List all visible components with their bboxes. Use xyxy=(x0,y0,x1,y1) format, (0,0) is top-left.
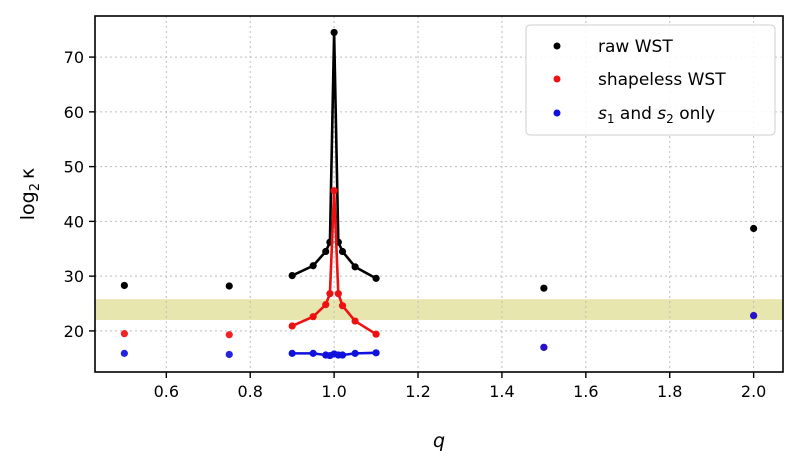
x-tick-label: 2.0 xyxy=(741,382,766,401)
data-point xyxy=(225,331,233,339)
legend-marker-shapeless-wst xyxy=(553,75,561,83)
data-point xyxy=(309,349,317,357)
data-point xyxy=(330,28,338,37)
data-point xyxy=(309,262,317,270)
data-point xyxy=(372,349,380,357)
x-tick-label: 0.6 xyxy=(154,382,179,401)
data-point xyxy=(338,351,347,359)
legend-label-s1-s2-only: s1 and s2 only xyxy=(598,104,715,126)
data-point xyxy=(351,349,359,357)
x-tick-label: 1.2 xyxy=(405,382,430,401)
data-point xyxy=(225,282,233,290)
legend-marker-raw-wst xyxy=(553,42,561,50)
data-point xyxy=(372,274,380,282)
data-point xyxy=(540,284,548,292)
data-point xyxy=(338,302,347,310)
y-tick-label: 20 xyxy=(64,322,84,341)
data-point xyxy=(750,224,758,233)
x-tick-label: 0.8 xyxy=(237,382,262,401)
y-tick-label: 40 xyxy=(64,212,84,231)
y-axis-label-subscript: 2 xyxy=(28,183,43,191)
data-point xyxy=(334,290,342,298)
y-axis-label-symbol: κ xyxy=(17,168,39,179)
data-point xyxy=(338,247,347,256)
legend-label-shapeless-wst: shapeless WST xyxy=(598,70,726,90)
reference-band xyxy=(95,299,783,320)
legend: raw WST shapeless WST s1 and s2 only xyxy=(525,24,776,136)
legend-label-raw-wst: raw WST xyxy=(598,37,673,57)
data-point xyxy=(288,272,296,280)
x-tick-label: 1.4 xyxy=(489,382,514,401)
data-point xyxy=(288,349,296,357)
data-point xyxy=(330,187,338,195)
x-tick-label: 1.6 xyxy=(573,382,598,401)
tick-layer: 0.6 0.8 1.0 1.2 1.4 1.6 1.8 2.0 20 30 40 50 60 70 xyxy=(64,48,767,401)
x-axis-label: q xyxy=(433,430,445,452)
data-point xyxy=(120,281,128,290)
y-tick-label: 60 xyxy=(64,103,84,122)
y-tick-label: 70 xyxy=(64,48,84,67)
data-point xyxy=(322,301,330,309)
legend-box xyxy=(525,24,776,136)
data-point xyxy=(309,313,317,321)
y-tick-label: 50 xyxy=(64,158,84,177)
plot-area xyxy=(95,16,783,372)
y-tick-label: 30 xyxy=(64,267,84,286)
x-tick-label: 1.8 xyxy=(657,382,682,401)
data-point xyxy=(351,263,359,271)
series-0 xyxy=(120,28,758,292)
data-point xyxy=(120,330,128,338)
y-axis-label: log2 κ xyxy=(17,168,43,220)
series-layer xyxy=(120,28,758,360)
plot-frame xyxy=(94,15,784,373)
x-tick-label: 1.0 xyxy=(321,382,346,401)
legend-marker-s1-s2-only xyxy=(553,109,561,117)
data-point xyxy=(120,349,128,357)
y-axis-label-log: log xyxy=(17,191,39,220)
data-point xyxy=(540,343,548,351)
data-point xyxy=(372,330,380,338)
data-point xyxy=(326,290,334,298)
data-point xyxy=(750,311,758,320)
data-point xyxy=(322,247,330,256)
data-point xyxy=(351,317,359,325)
data-point xyxy=(225,350,233,359)
series-2 xyxy=(120,311,758,360)
data-point xyxy=(288,322,296,330)
reference-band-layer xyxy=(95,299,783,320)
